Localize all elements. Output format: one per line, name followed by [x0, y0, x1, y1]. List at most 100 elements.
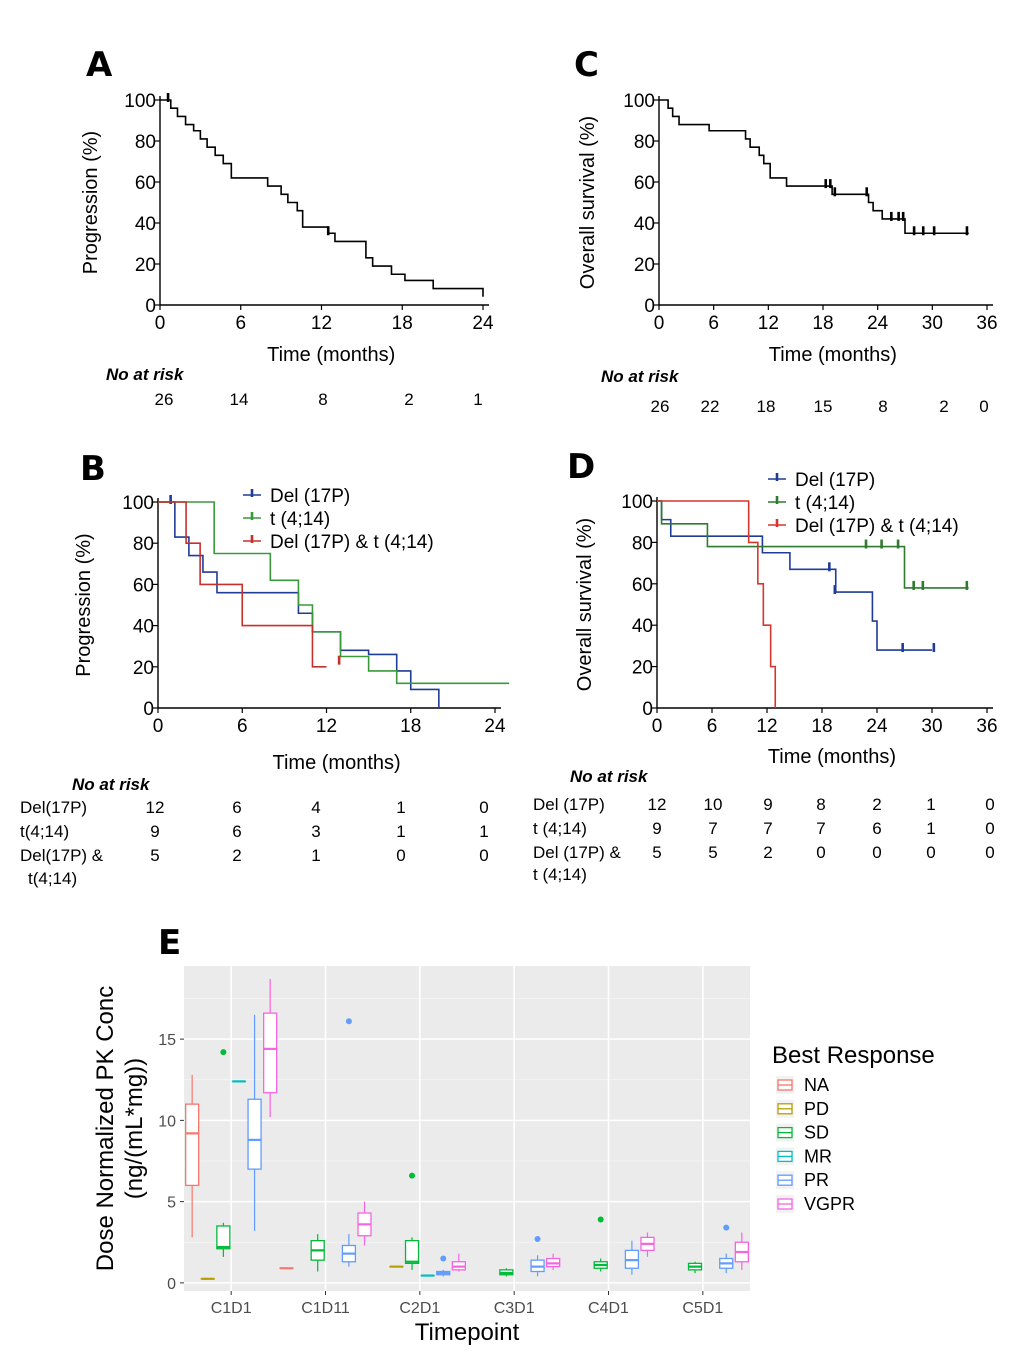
risk-value: 9	[150, 822, 159, 841]
y-tick-label: 20	[135, 255, 156, 276]
outlier-point	[220, 1049, 227, 1056]
x-axis-title: Time (months)	[769, 344, 897, 366]
legend-label: PD	[804, 1099, 829, 1119]
y-tick-label: 0	[143, 699, 154, 720]
x-tick-label: 12	[311, 313, 332, 334]
y-tick-label: 100	[124, 91, 156, 112]
legend-entry: t (4;14)	[795, 493, 855, 514]
y-tick-label: 40	[135, 214, 156, 235]
legend-item-mr: MR	[776, 1146, 832, 1166]
y-axis-title: Overall survival (%)	[577, 116, 599, 289]
x-tick-label: 6	[237, 716, 248, 737]
risk-value: 22	[701, 397, 720, 416]
risk-value: 1	[473, 390, 482, 409]
outlier-point	[409, 1172, 416, 1179]
box-c1d11-sd	[310, 1234, 325, 1272]
x-tick-label: 24	[866, 716, 888, 737]
legend-entry: Del (17P)	[795, 470, 875, 491]
box-c3d1-vgpr	[546, 1253, 561, 1270]
risk-value: 8	[318, 390, 327, 409]
x-tick-label: 6	[707, 716, 718, 737]
x-axis-title: Time (months)	[267, 344, 395, 366]
km-curve-del-17p-t-4-14-	[657, 500, 777, 708]
x-tick-label: C3D1	[494, 1300, 535, 1317]
risk-value: 6	[232, 822, 241, 841]
x-tick-label: 18	[392, 313, 413, 334]
box-c4d1-sd	[593, 1216, 608, 1272]
legend-entry: Del (17P) & t (4;14)	[795, 516, 959, 537]
risk-value: 1	[396, 798, 405, 817]
y-tick-label: 40	[133, 617, 154, 638]
risk-value: 0	[926, 843, 935, 862]
risk-value: 18	[757, 397, 776, 416]
risk-row-label: Del (17P)	[533, 795, 605, 814]
y-tick-label: 60	[634, 173, 655, 194]
legend-entry: Del (17P) & t (4;14)	[270, 532, 434, 553]
box-iqr	[185, 1103, 200, 1187]
risk-value: 7	[708, 819, 717, 838]
risk-row-label: Del(17P) &	[20, 846, 104, 865]
y-tick-label: 20	[632, 658, 653, 679]
km-curve-all	[160, 99, 484, 297]
risk-value: 14	[230, 390, 249, 409]
box-c1d1-na	[185, 1074, 200, 1238]
risk-value: 0	[396, 846, 405, 865]
y-tick-label: 0	[167, 1276, 176, 1293]
legend-item-sd: SD	[776, 1123, 829, 1143]
box-c5d1-vgpr	[734, 1232, 749, 1270]
x-tick-label: 0	[155, 313, 166, 334]
box-c1d1-vgpr	[263, 979, 278, 1118]
outlier-point	[723, 1224, 730, 1231]
panel-letter-a: A	[86, 45, 113, 85]
box-c2d1-sd	[404, 1172, 420, 1270]
outlier-point	[534, 1236, 541, 1242]
y-tick-label: 15	[158, 1032, 176, 1049]
risk-value: 2	[872, 795, 881, 814]
y-tick-label: 5	[167, 1195, 176, 1212]
risk-table-title: No at risk	[601, 367, 680, 386]
legend-title: Best Response	[772, 1042, 935, 1069]
risk-value: 3	[311, 822, 320, 841]
y-tick-label: 0	[642, 699, 653, 720]
box-panel-e: 0 5 10 15 C1D1 C1D11 C2D1 C3D1 C4D1 C5D1 Timepoint…	[92, 966, 935, 1346]
x-tick-label: 12	[758, 313, 779, 334]
x-tick-label: 30	[921, 716, 942, 737]
risk-value: 2	[404, 390, 413, 409]
x-axis-title: Time (months)	[768, 746, 896, 768]
panel-letter-d: D	[567, 447, 595, 487]
box-iqr	[263, 1012, 278, 1094]
risk-table-title: No at risk	[72, 775, 151, 794]
risk-value: 26	[651, 397, 670, 416]
km-curve-t-4-14-	[158, 501, 510, 685]
legend-item-pr: PR	[776, 1170, 829, 1190]
risk-value: 9	[763, 795, 772, 814]
box-c3d1-sd	[499, 1268, 514, 1277]
x-tick-label: 6	[235, 313, 246, 334]
risk-value: 1	[396, 822, 405, 841]
outlier-point	[345, 1018, 352, 1025]
box-iqr	[216, 1225, 231, 1250]
y-tick-label: 80	[634, 132, 655, 153]
box-c4d1-pr	[624, 1240, 640, 1275]
y-tick-label: 20	[133, 658, 154, 679]
x-tick-label: 0	[652, 716, 663, 737]
outlier-point	[597, 1216, 604, 1223]
box-c1d11-vgpr	[357, 1201, 372, 1246]
risk-value: 1	[479, 822, 488, 841]
risk-row-label: Del (17P) &	[533, 843, 622, 862]
x-tick-label: 12	[756, 716, 777, 737]
km-curve-t-4-14-	[657, 500, 969, 589]
x-tick-label: 0	[654, 313, 665, 334]
x-tick-label: 36	[976, 313, 997, 334]
y-axis-title: Progression (%)	[73, 533, 95, 676]
risk-value: 12	[648, 795, 667, 814]
outlier-point	[440, 1255, 447, 1262]
risk-value: 9	[652, 819, 661, 838]
legend-label: PR	[804, 1170, 829, 1190]
risk-value: 0	[816, 843, 825, 862]
x-tick-label: 18	[811, 716, 832, 737]
